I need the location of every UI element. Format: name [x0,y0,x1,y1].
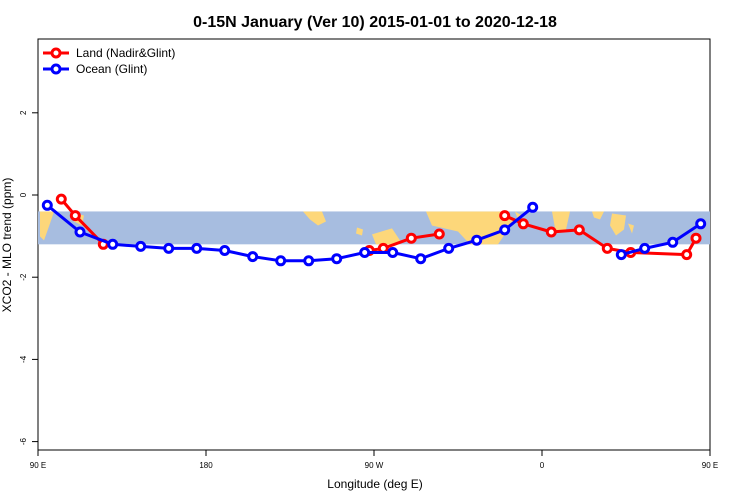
data-point [387,247,399,258]
x-axis: 90 E 180 90 W 0 90 E [30,450,718,470]
data-point [573,224,585,236]
y-tick-label: 2 [19,110,28,115]
data-point [163,242,175,254]
data-point [55,193,67,205]
data-point [499,224,511,236]
data-point [601,242,613,254]
data-point [499,210,511,222]
legend-marker [50,47,62,59]
data-point [303,255,315,267]
series-line [369,232,440,252]
y-tick-label: 0 [19,192,28,197]
y-tick-label: -6 [19,437,28,445]
data-point [681,249,693,261]
legend-label: Land (Nadir&Glint) [76,46,175,60]
map-landmass [552,211,570,234]
series-ocean [41,199,707,267]
map-landmass [592,211,604,220]
data-point [405,232,417,244]
map-landmass [356,227,363,236]
data-point [615,249,627,261]
series-line [620,222,702,257]
data-point [41,199,53,211]
data-point [69,210,81,222]
data-point [415,253,427,265]
legend: Land (Nadir&Glint) Ocean (Glint) [43,46,175,76]
chart-title: 0-15N January (Ver 10) 2015-01-01 to 202… [193,14,557,31]
x-tick-label: 0 [540,461,545,470]
data-point [275,255,287,267]
x-tick-label: 90 E [30,461,46,470]
data-point [517,218,529,230]
map-landmass [628,223,634,234]
map-landmass [372,228,400,245]
y-axis: 2 0 -2 -4 -6 [19,110,38,445]
data-point [247,251,259,263]
data-point [359,247,371,258]
x-tick-label: 90 E [702,461,718,470]
data-point [667,236,679,248]
y-tick-label: -2 [19,273,28,281]
map-landmass [610,213,626,236]
data-point [433,228,445,240]
map-landmass [40,211,54,241]
data-point [639,242,651,254]
data-point [695,218,707,230]
data-point [545,226,557,238]
data-point [107,238,119,250]
legend-marker [50,63,62,75]
x-tick-label: 180 [199,461,213,470]
map-landmass [303,211,326,226]
y-axis-label: XCO2 - MLO trend (ppm) [0,178,14,313]
y-tick-label: -4 [19,355,28,363]
map-landmass [515,211,522,220]
series-layer [41,193,707,267]
data-point [74,226,86,238]
data-point [527,201,539,213]
x-axis-label: Longitude (deg E) [327,477,422,491]
x-tick-label: 90 W [365,461,384,470]
map-ocean [38,211,710,245]
data-point [191,242,203,254]
data-point [331,253,343,265]
data-point [690,232,702,244]
data-point [135,240,147,252]
data-point [471,234,483,246]
data-point [219,245,231,256]
data-point [443,242,455,254]
map-band [38,211,710,245]
legend-label: Ocean (Glint) [76,62,147,76]
